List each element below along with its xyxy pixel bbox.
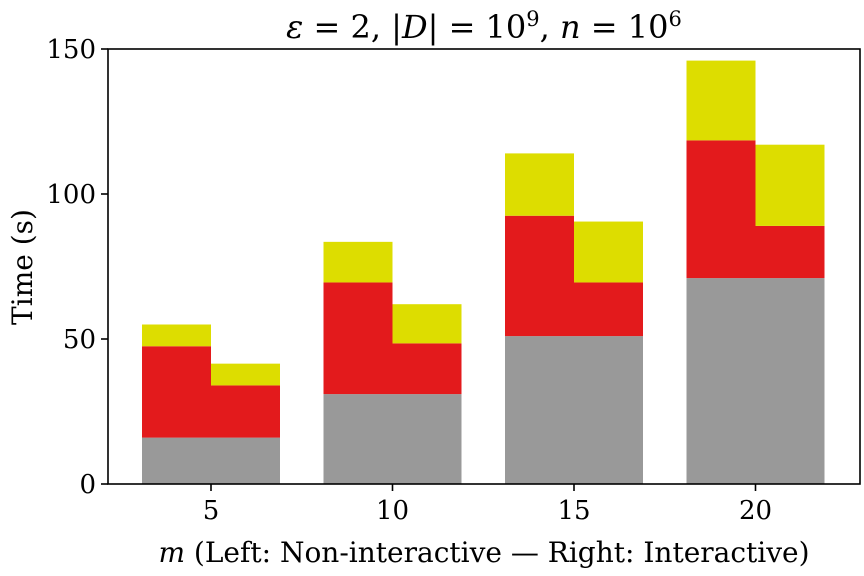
xlabel-rest: (Left: Non-interactive — Right: Interact… <box>185 536 810 569</box>
bar-segment-top-10-left <box>323 241 393 283</box>
bar-segment-base-10-left <box>323 394 393 484</box>
title-sep: , <box>540 8 560 46</box>
axes-layer: 0 50 100 150 5 10 15 20 <box>46 35 861 526</box>
title-eq3: = 10 <box>581 8 669 46</box>
bar-segment-base-10-right <box>392 394 462 484</box>
bar-segment-middle-15-left <box>505 215 574 337</box>
y-tick-label: 50 <box>63 325 96 355</box>
y-tick-label: 100 <box>46 180 96 210</box>
title-exp1: 9 <box>526 7 539 31</box>
y-tick-label: 0 <box>79 470 96 500</box>
x-tick-label: 5 <box>203 496 220 526</box>
bar-segment-middle-15-right <box>574 282 643 337</box>
bar-segment-top-10-right <box>392 304 462 344</box>
bar-segment-base-20-right <box>755 278 825 484</box>
chart-title: ε = 2, |D| = 109, n = 106 <box>286 7 682 46</box>
bar-segment-base-20-left <box>686 278 756 484</box>
bar-segment-top-15-right <box>574 221 643 283</box>
y-tick-label: 150 <box>46 35 96 65</box>
bar-segment-middle-10-right <box>392 343 462 395</box>
bar-segment-top-20-right <box>755 144 825 226</box>
title-epsilon: ε <box>286 8 303 46</box>
title-eq2: | = 10 <box>428 8 527 46</box>
bar-segment-middle-5-right <box>211 385 280 438</box>
bar-segment-base-5-left <box>142 437 211 484</box>
title-exp2: 6 <box>668 7 681 31</box>
bar-segment-base-15-left <box>505 336 574 484</box>
bar-segment-top-20-left <box>686 60 756 141</box>
title-n: n <box>560 8 581 46</box>
plot-frame <box>107 48 861 485</box>
xlabel-m: m <box>158 536 185 569</box>
x-tick-label: 20 <box>739 496 772 526</box>
bar-segment-top-5-left <box>142 324 211 347</box>
title-eq1: = 2, | <box>303 8 402 46</box>
bar-segment-base-5-right <box>211 437 280 484</box>
bar-segment-top-5-right <box>211 363 280 386</box>
bars-layer <box>142 60 825 484</box>
bar-segment-middle-5-left <box>142 346 211 438</box>
bar-segment-top-15-left <box>505 153 574 216</box>
title-d: D <box>401 8 428 46</box>
x-tick-label: 10 <box>376 496 409 526</box>
bar-segment-middle-20-right <box>755 225 825 279</box>
y-axis-label: Time (s) <box>6 209 39 325</box>
x-axis-label: m (Left: Non-interactive — Right: Intera… <box>158 536 809 569</box>
x-tick-label: 15 <box>557 496 590 526</box>
bar-segment-middle-10-left <box>323 282 393 395</box>
bar-segment-base-15-right <box>574 336 643 484</box>
bar-segment-middle-20-left <box>686 140 756 279</box>
